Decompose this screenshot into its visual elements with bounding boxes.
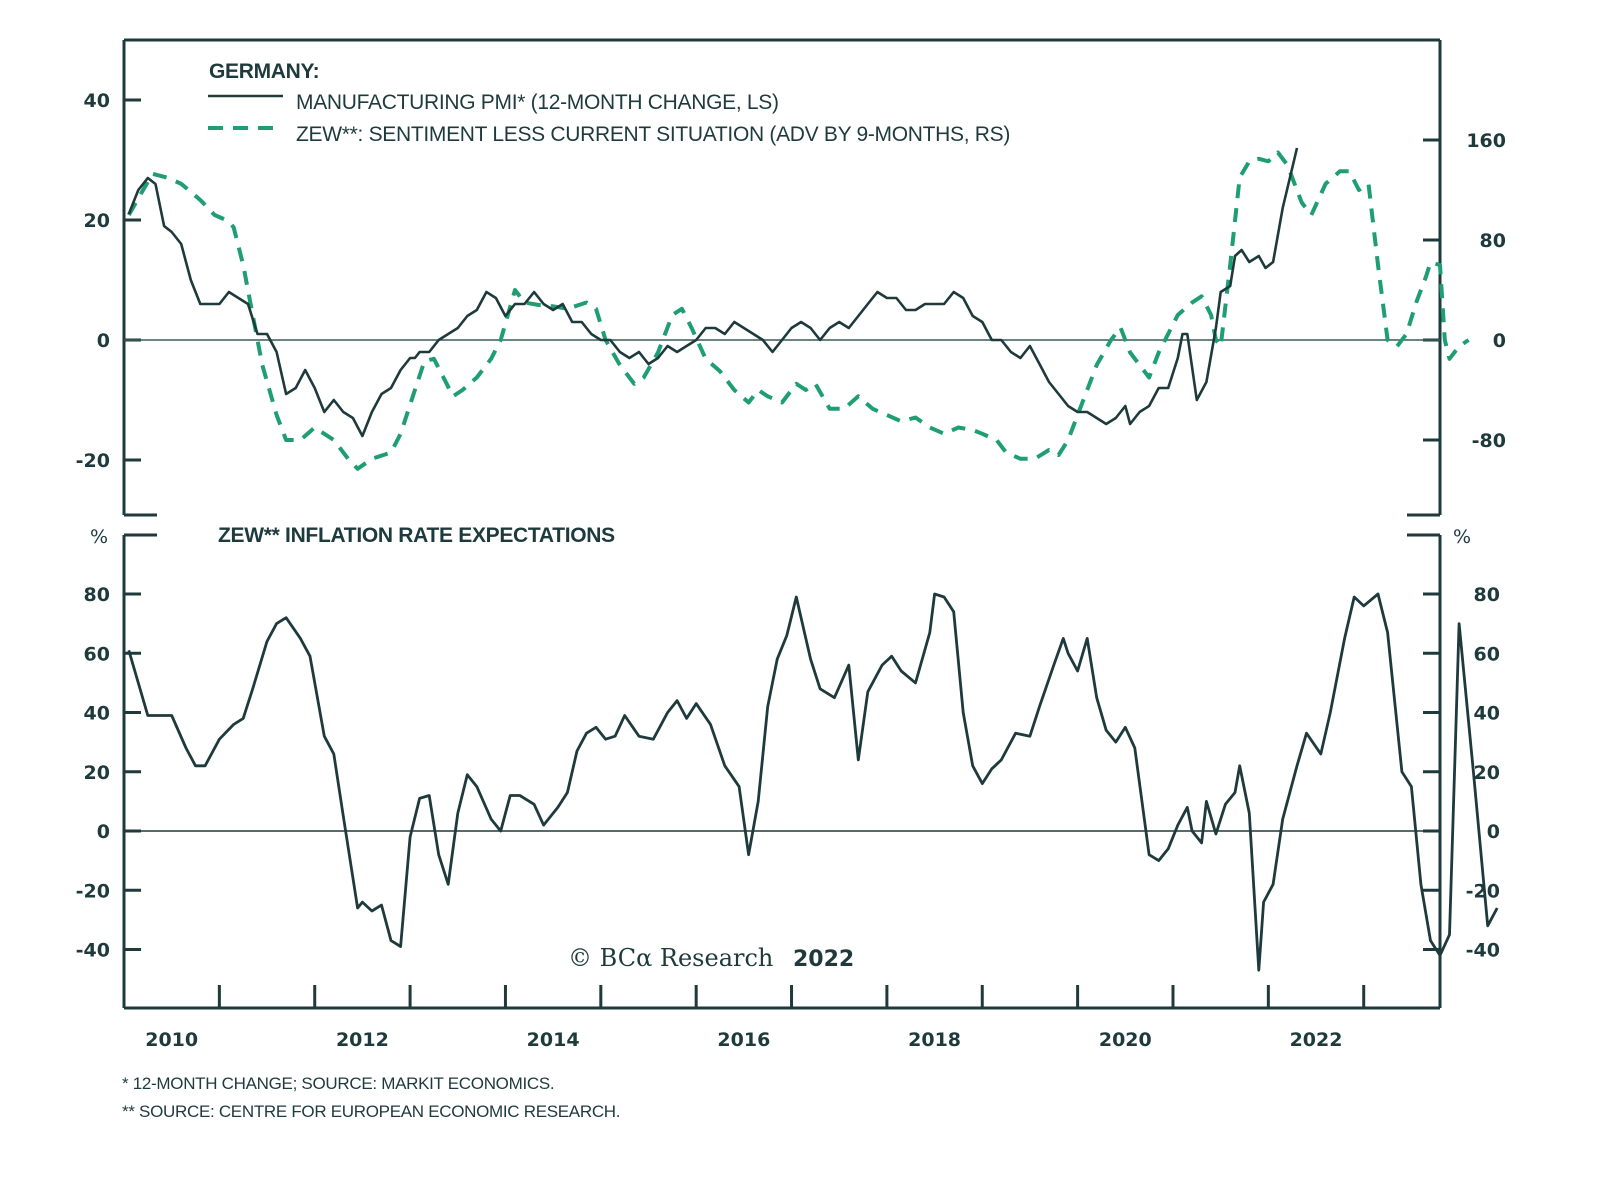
series-manufacturing-pmi <box>127 147 1299 438</box>
x-tick-label: 2020 <box>1099 1029 1152 1051</box>
y-right-tick-label: -80 <box>1472 430 1506 452</box>
y-left-tick-label: 0 <box>97 821 110 843</box>
legend-label-pmi: MANUFACTURING PMI* (12-MONTH CHANGE, LS) <box>296 91 779 114</box>
y-right-tick-label: 160 <box>1466 130 1506 152</box>
x-axis: 2010 2012 2014 2016 2018 2020 2022 <box>145 985 1366 1051</box>
bottom-panel-title: ZEW** INFLATION RATE EXPECTATIONS <box>218 524 615 547</box>
legend-title: GERMANY: <box>209 60 319 83</box>
y-right-tick-label: 0 <box>1493 330 1506 352</box>
footnote-2: ** SOURCE: CENTRE FOR EUROPEAN ECONOMIC … <box>122 1102 620 1121</box>
y-left-tick-label: 20 <box>84 210 110 232</box>
y-left-tick-label: 0 <box>97 330 110 352</box>
y-left-tick-label: -20 <box>76 880 110 902</box>
y-left-tick-label: -40 <box>76 940 110 962</box>
x-tick-label: 2016 <box>717 1029 770 1051</box>
y-right-tick-label: -40 <box>1466 940 1500 962</box>
x-tick-label: 2010 <box>145 1029 198 1051</box>
y-left-tick-label: 40 <box>84 90 110 112</box>
bottom-unit-left: % <box>90 526 108 548</box>
series-inflation-expectations <box>127 592 1499 972</box>
x-tick-label: 2014 <box>527 1029 580 1051</box>
bottom-panel-axes: -40 -40 -20 -20 0 0 20 20 40 40 60 60 80 80 <box>76 584 1500 962</box>
y-left-tick-label: 60 <box>84 643 110 665</box>
bottom-unit-right: % <box>1453 526 1471 548</box>
top-panel-axes: -20 0 20 40 -80 0 80 160 <box>76 90 1506 472</box>
y-right-tick-label: 20 <box>1474 762 1500 784</box>
x-tick-label: 2022 <box>1290 1029 1343 1051</box>
footnote-1: * 12-MONTH CHANGE; SOURCE: MARKIT ECONOM… <box>122 1074 554 1093</box>
x-tick-label: 2012 <box>336 1029 389 1051</box>
y-right-tick-label: -20 <box>1466 880 1500 902</box>
series-zew-sentiment <box>127 150 1470 471</box>
copyright-text: © BCα Research <box>568 944 773 972</box>
y-right-tick-label: 60 <box>1474 643 1500 665</box>
y-right-tick-label: 0 <box>1487 821 1500 843</box>
y-left-tick-label: 20 <box>84 762 110 784</box>
series-layer <box>127 147 1499 972</box>
y-left-tick-label: 80 <box>84 584 110 606</box>
y-left-tick-label: 40 <box>84 703 110 725</box>
x-tick-label: 2018 <box>908 1029 961 1051</box>
copyright-watermark: © BCα Research 2022 <box>568 944 854 972</box>
y-left-tick-label: -20 <box>76 450 110 472</box>
copyright-year: 2022 <box>793 947 854 972</box>
legend-label-zew: ZEW**: SENTIMENT LESS CURRENT SITUATION … <box>296 123 1010 146</box>
legend: GERMANY: MANUFACTURING PMI* (12-MONTH CH… <box>208 60 1010 146</box>
y-right-tick-label: 40 <box>1474 703 1500 725</box>
y-right-tick-label: 80 <box>1474 584 1500 606</box>
y-right-tick-label: 80 <box>1480 230 1506 252</box>
